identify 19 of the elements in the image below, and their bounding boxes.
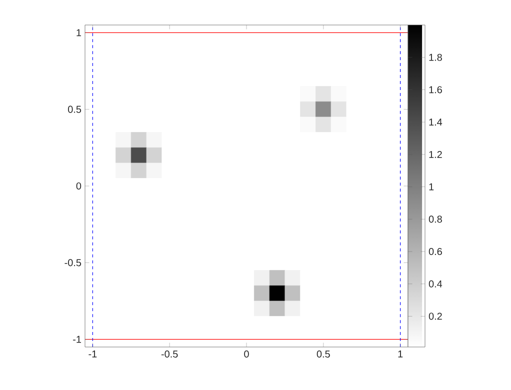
y-tick-label: -1 xyxy=(73,336,81,343)
y-tick-label: 1 xyxy=(76,29,81,36)
color-bar-label: 0.4 xyxy=(428,280,442,288)
x-tick-label: 0.5 xyxy=(316,350,330,358)
x-tick-label: 1 xyxy=(398,350,403,358)
x-tick-label: -1 xyxy=(88,350,97,358)
color-bar-label: 1.2 xyxy=(429,150,442,158)
color-bar-label: 0.6 xyxy=(428,248,442,256)
color-bar-label: 1 xyxy=(429,183,434,190)
y-tick-label: -0.5 xyxy=(64,259,82,266)
color-bar-label: 0.8 xyxy=(428,216,442,223)
x-tick-label: 0 xyxy=(244,350,249,358)
x-tick-label: -0.5 xyxy=(161,350,178,358)
y-tick-label: 0.5 xyxy=(68,106,82,113)
color-bar-label: 1.6 xyxy=(429,86,442,94)
color-bar-label: 0.2 xyxy=(428,312,442,320)
y-tick-label: 0 xyxy=(76,182,82,190)
color-bar-label: 1.8 xyxy=(429,54,442,61)
color-bar-label: 1.4 xyxy=(429,118,442,126)
